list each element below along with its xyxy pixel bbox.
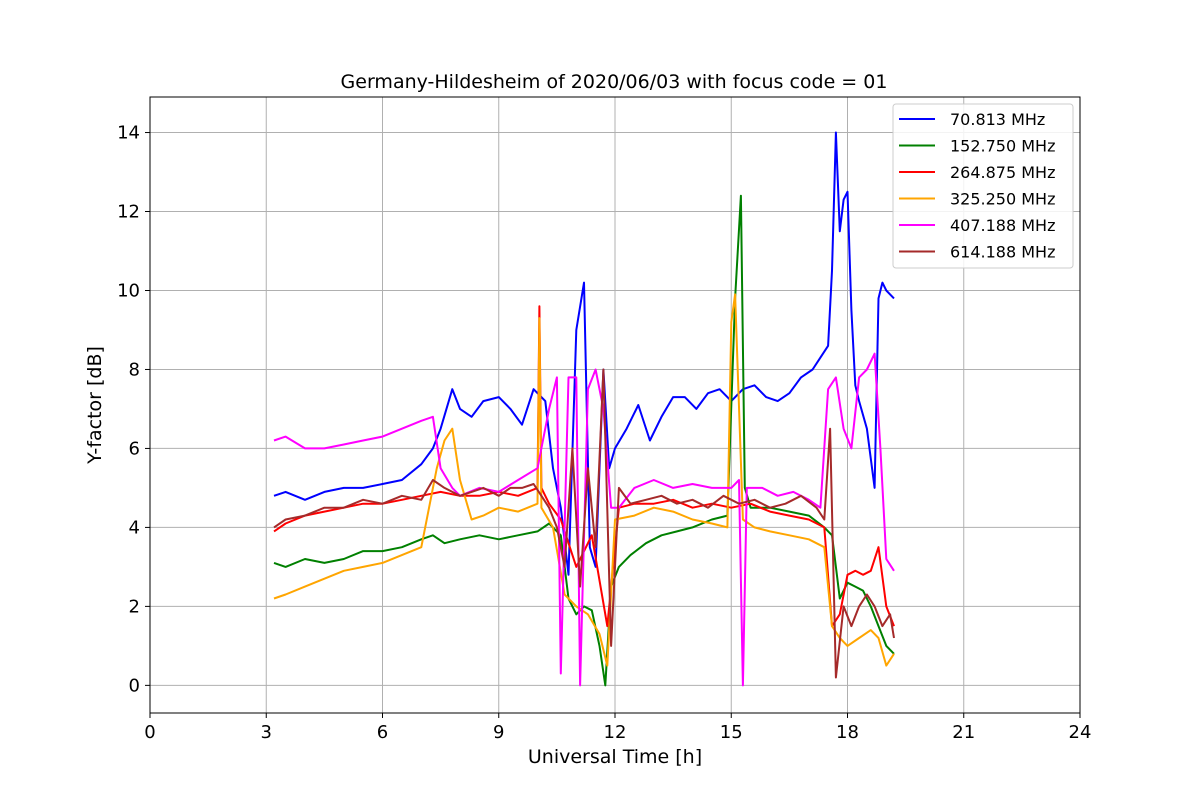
series-line [273,352,895,687]
legend-label: 152.750 MHz [950,137,1055,156]
y-tick-label: 10 [117,280,140,301]
x-axis: 0 3 6 9 12 15 18 21 24 [144,713,1091,743]
chart-title: Germany-Hildesheim of 2020/06/03 with fo… [341,71,888,93]
y-tick-label: 4 [129,517,140,538]
x-tick-label: 3 [261,722,272,743]
x-tick-label: 15 [720,722,743,743]
y-tick-label: 14 [117,123,140,144]
x-tick-label: 18 [836,722,859,743]
y-tick-label: 0 [129,675,140,696]
x-tick-label: 21 [952,722,975,743]
series-line [273,131,895,576]
legend-label: 614.188 MHz [950,243,1055,262]
legend-label: 407.188 MHz [950,216,1055,235]
y-tick-label: 12 [117,202,140,223]
legend: 70.813 MHz 152.750 MHz 264.875 MHz 325.250 … [892,103,1074,269]
x-tick-label: 9 [493,722,504,743]
y-axis-label: Y-factor [dB] [84,346,106,465]
x-axis-label: Universal Time [h] [528,746,702,768]
y-tick-label: 6 [129,438,140,459]
series-line [273,293,895,667]
series-line [273,368,895,679]
x-tick-label: 24 [1069,722,1092,743]
legend-label: 264.875 MHz [950,163,1055,182]
x-tick-label: 0 [144,722,155,743]
series-line [273,305,895,628]
y-tick-label: 2 [129,596,140,617]
x-tick-label: 6 [377,722,388,743]
legend-label: 325.250 MHz [950,190,1055,209]
legend-label: 70.813 MHz [950,110,1045,129]
plot-area [273,131,895,687]
y-axis: 0 2 4 6 8 10 12 14 [117,123,150,696]
x-tick-label: 12 [604,722,627,743]
legend-box [892,103,1074,269]
y-tick-label: 8 [129,359,140,380]
